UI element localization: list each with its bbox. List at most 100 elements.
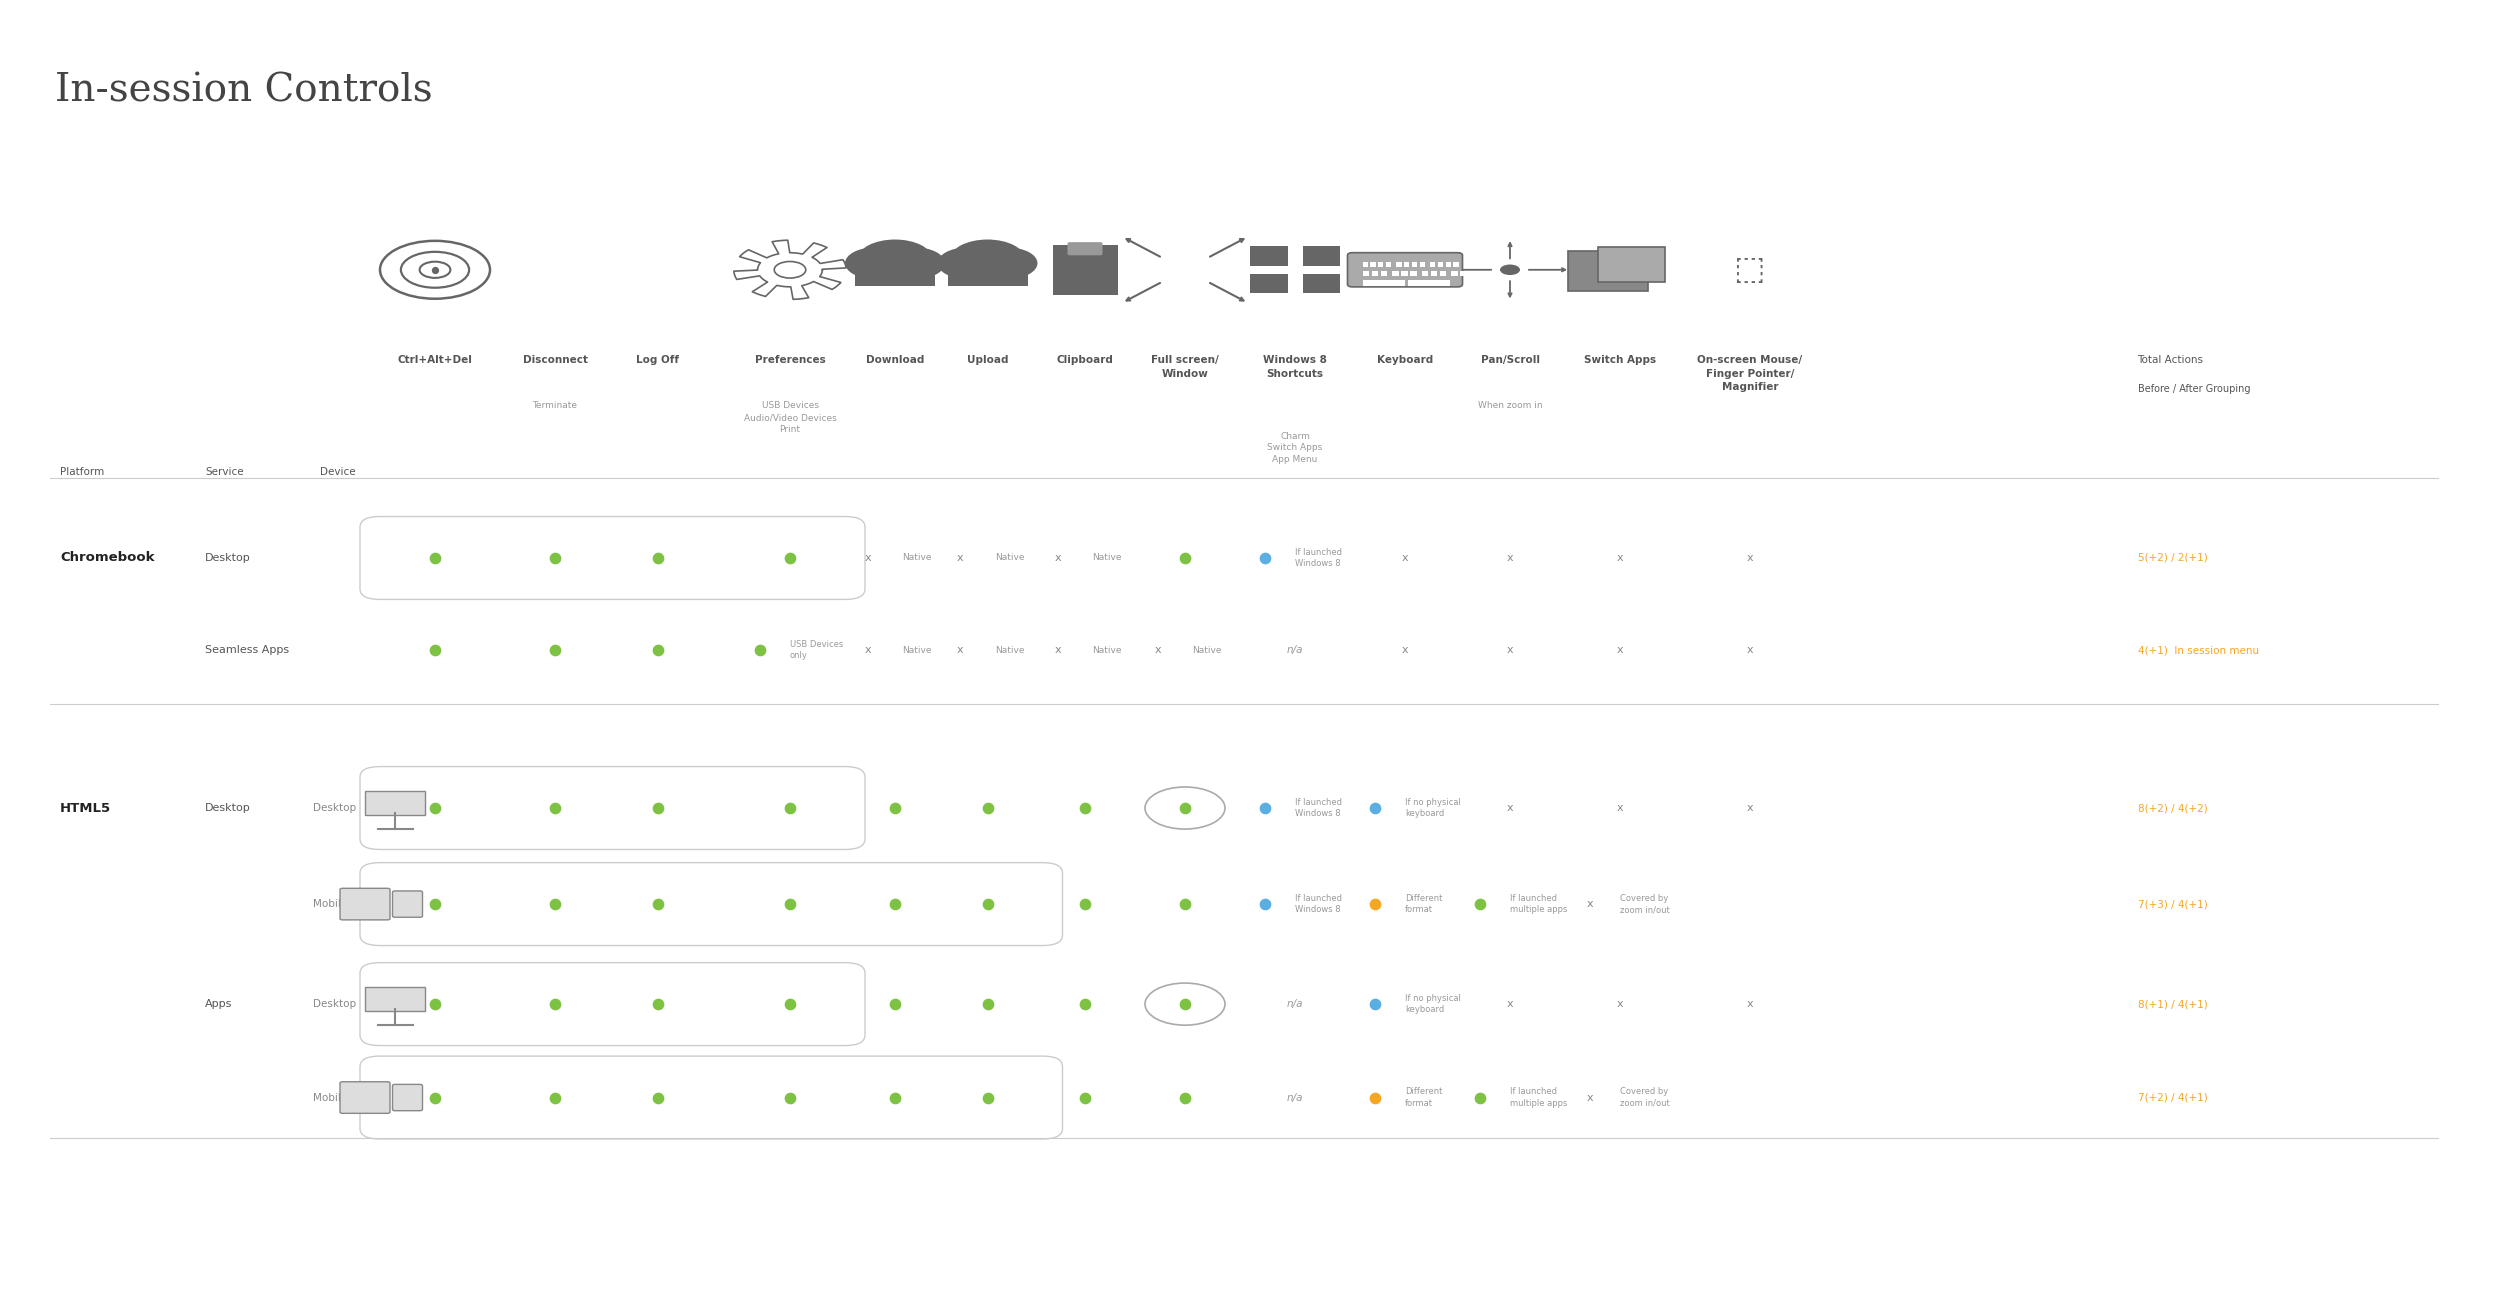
Text: Upload: Upload (968, 355, 1008, 366)
FancyBboxPatch shape (1410, 271, 1417, 276)
Text: HTML5: HTML5 (60, 801, 110, 815)
Point (968, 1087, 1008, 1108)
Point (535, 1087, 575, 1108)
FancyBboxPatch shape (1598, 247, 1665, 282)
Text: x: x (1618, 645, 1622, 655)
Text: Windows 8
Shortcuts: Windows 8 Shortcuts (1262, 355, 1328, 379)
Point (638, 894, 678, 915)
FancyBboxPatch shape (1362, 271, 1370, 276)
Text: x: x (1618, 803, 1622, 813)
Text: Mobile: Mobile (312, 1092, 348, 1103)
FancyBboxPatch shape (1393, 271, 1398, 276)
Text: x: x (1748, 999, 1752, 1009)
Text: x: x (1748, 553, 1752, 563)
FancyBboxPatch shape (1412, 262, 1417, 267)
Point (638, 547, 678, 569)
Text: Full screen/
Window: Full screen/ Window (1150, 355, 1220, 379)
Point (1165, 547, 1205, 569)
Text: x: x (1508, 645, 1512, 655)
Point (770, 894, 810, 915)
Circle shape (845, 247, 905, 279)
FancyBboxPatch shape (365, 987, 425, 1011)
Text: On-screen Mouse/
Finger Pointer/
Magnifier: On-screen Mouse/ Finger Pointer/ Magnifi… (1698, 355, 1802, 392)
FancyBboxPatch shape (1472, 262, 1478, 267)
Text: x: x (1618, 553, 1622, 563)
Text: x: x (1588, 1092, 1592, 1103)
Text: x: x (1403, 645, 1408, 655)
Text: Native: Native (902, 646, 932, 654)
Text: Desktop: Desktop (205, 553, 250, 563)
Point (770, 797, 810, 819)
FancyBboxPatch shape (1462, 262, 1470, 267)
FancyBboxPatch shape (1302, 246, 1340, 266)
Text: x: x (1618, 999, 1622, 1009)
Text: x: x (958, 645, 962, 655)
Point (875, 994, 915, 1015)
Point (415, 797, 455, 819)
Text: Switch Apps: Switch Apps (1585, 355, 1655, 366)
FancyBboxPatch shape (1452, 262, 1460, 267)
FancyBboxPatch shape (1452, 271, 1458, 276)
Text: Terminate: Terminate (532, 401, 578, 411)
Text: x: x (865, 645, 870, 655)
Point (1065, 1087, 1105, 1108)
Point (638, 797, 678, 819)
Point (638, 640, 678, 661)
FancyBboxPatch shape (1568, 251, 1648, 291)
Text: If launched
multiple apps: If launched multiple apps (1510, 894, 1568, 915)
Text: If launched
Windows 8: If launched Windows 8 (1295, 547, 1342, 569)
Text: 7(+3) / 4(+1): 7(+3) / 4(+1) (2138, 899, 2208, 909)
Text: 4(+1)  In session menu: 4(+1) In session menu (2138, 645, 2258, 655)
Text: Device: Device (320, 467, 355, 478)
FancyBboxPatch shape (1362, 262, 1368, 267)
Point (415, 994, 455, 1015)
Point (1165, 1087, 1205, 1108)
FancyBboxPatch shape (1395, 262, 1403, 267)
Point (1065, 894, 1105, 915)
FancyBboxPatch shape (1378, 262, 1382, 267)
FancyBboxPatch shape (1385, 262, 1393, 267)
FancyBboxPatch shape (1362, 280, 1405, 286)
Text: x: x (1155, 645, 1160, 655)
Point (770, 994, 810, 1015)
Circle shape (938, 247, 998, 279)
FancyBboxPatch shape (1420, 262, 1425, 267)
Text: Apps: Apps (205, 999, 232, 1009)
FancyBboxPatch shape (340, 1082, 390, 1113)
FancyBboxPatch shape (1250, 246, 1288, 266)
Point (770, 1087, 810, 1108)
Point (1460, 1087, 1500, 1108)
Circle shape (1500, 265, 1520, 275)
Circle shape (775, 262, 805, 278)
Circle shape (885, 247, 945, 279)
Point (875, 894, 915, 915)
Text: x: x (865, 553, 870, 563)
FancyBboxPatch shape (1407, 280, 1450, 286)
Point (535, 640, 575, 661)
FancyBboxPatch shape (1068, 242, 1102, 255)
Point (415, 259, 455, 280)
Text: If no physical
keyboard: If no physical keyboard (1405, 797, 1460, 819)
Text: If launched
Windows 8: If launched Windows 8 (1295, 797, 1342, 819)
FancyBboxPatch shape (1430, 262, 1435, 267)
Text: x: x (1508, 999, 1512, 1009)
FancyBboxPatch shape (340, 888, 390, 920)
Point (770, 547, 810, 569)
Text: ⬚: ⬚ (1735, 253, 1765, 287)
Point (1065, 994, 1105, 1015)
Text: USB Devices
only: USB Devices only (790, 640, 842, 661)
Circle shape (858, 240, 932, 279)
Point (968, 797, 1008, 819)
Text: If no physical
keyboard: If no physical keyboard (1405, 994, 1460, 1015)
Text: x: x (1588, 899, 1592, 909)
Point (415, 640, 455, 661)
Text: Charm
Switch Apps
App Menu: Charm Switch Apps App Menu (1268, 432, 1322, 465)
Circle shape (978, 247, 1038, 279)
Text: In-session Controls: In-session Controls (55, 72, 432, 109)
Text: Clipboard: Clipboard (1058, 355, 1112, 366)
Text: 8(+2) / 4(+2): 8(+2) / 4(+2) (2138, 803, 2208, 813)
Text: Native: Native (995, 646, 1025, 654)
Text: 7(+2) / 4(+1): 7(+2) / 4(+1) (2138, 1092, 2208, 1103)
Point (415, 1087, 455, 1108)
Point (535, 797, 575, 819)
